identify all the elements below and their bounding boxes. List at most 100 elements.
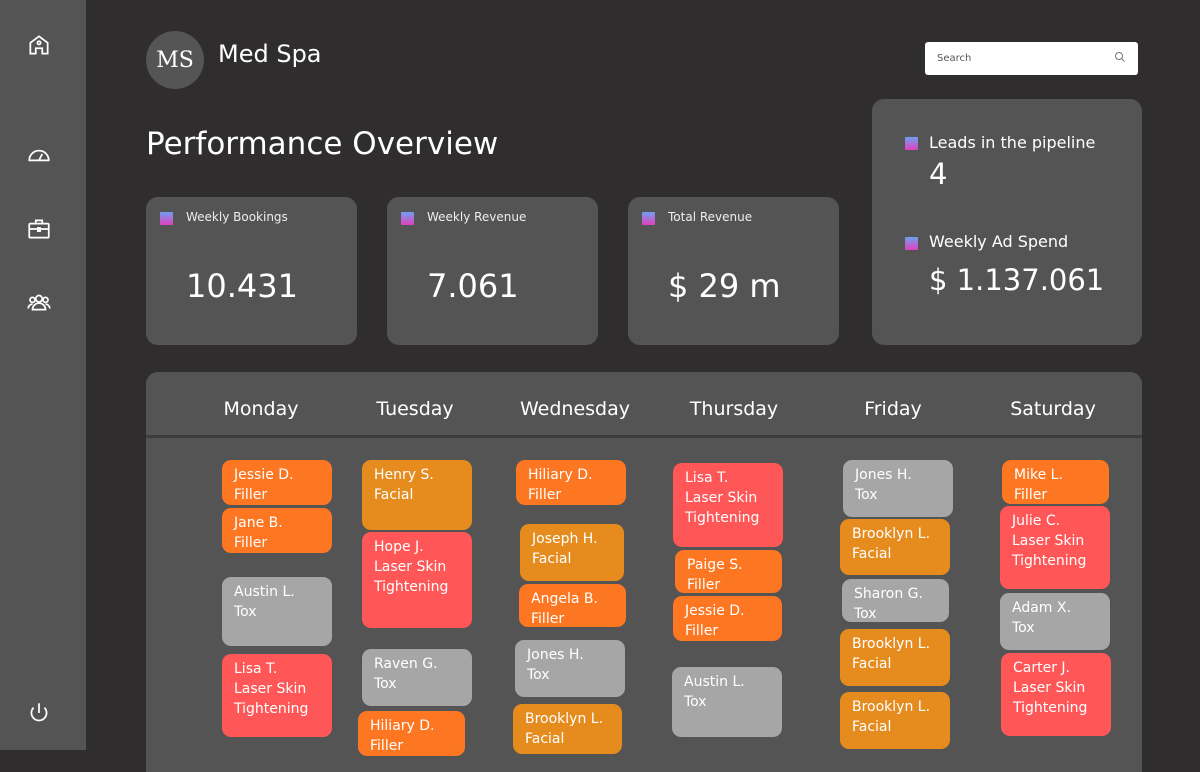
appointment-client: Jones H. [855,467,912,483]
gradient-square-icon [642,212,655,225]
appointment-card[interactable]: Raven G. Tox [362,649,472,706]
stat-value: 10.431 [186,267,298,305]
appointment-card[interactable]: Hiliary D. Filler [358,711,465,756]
stat-value: 7.061 [427,267,519,305]
appointment-card[interactable]: Paige S. Filler [675,550,782,593]
appointment-service: Tox [1012,620,1035,636]
briefcase-icon[interactable] [26,216,52,242]
appointment-client: Raven G. [374,656,438,672]
appointment-client: Hiliary D. [370,718,435,734]
appointment-card[interactable]: Mike L. Filler [1002,460,1109,504]
search-icon [1114,51,1126,66]
pipeline-card: Leads in the pipeline 4 Weekly Ad Spend … [872,99,1142,345]
home-icon[interactable] [26,32,52,58]
appointment-service: Filler [528,487,562,503]
appointment-service: Tox [684,694,707,710]
appointment-card[interactable]: Henry S. Facial [362,460,472,530]
appointment-service: Tox [854,606,877,622]
day-wednesday: Wednesday [519,398,631,420]
appointment-service: Facial [852,656,892,672]
stat-card-total-revenue: Total Revenue $ 29 m [628,197,839,345]
appointment-service: Laser Skin Tightening [374,559,449,595]
appointment-card[interactable]: Joseph H. Facial [520,524,624,581]
appointment-client: Hiliary D. [528,467,593,483]
appointment-service: Laser Skin Tightening [1013,680,1088,716]
appointment-service: Filler [687,577,721,593]
appointment-service: Facial [525,731,565,747]
appointment-client: Adam X. [1012,600,1071,616]
appointment-client: Jessie D. [234,467,294,483]
sidebar [0,0,86,750]
ad-spend-label: Weekly Ad Spend [929,232,1069,251]
appointment-service: Laser Skin Tightening [1012,533,1087,569]
appointment-client: Henry S. [374,467,434,483]
appointment-client: Brooklyn L. [852,636,931,652]
appointment-client: Brooklyn L. [525,711,604,727]
appointment-service: Filler [370,738,404,754]
appointment-card[interactable]: Jones H. Tox [843,460,953,517]
day-friday: Friday [864,398,922,420]
appointment-card[interactable]: Carter J. Laser Skin Tightening [1001,653,1111,736]
power-icon[interactable] [26,700,52,726]
appointment-card[interactable]: Angela B. Filler [519,584,626,627]
appointment-card[interactable]: Brooklyn L. Facial [840,692,950,749]
appointment-service: Laser Skin Tightening [234,681,309,717]
appointment-card[interactable]: Austin L. Tox [672,667,782,737]
appointment-service: Laser Skin Tightening [685,490,760,526]
appointment-client: Paige S. [687,557,743,573]
appointment-card[interactable]: Hope J. Laser Skin Tightening [362,532,472,628]
stat-value: $ 29 m [668,267,781,305]
appointment-service: Tox [527,667,550,683]
appointment-client: Jones H. [527,647,584,663]
appointment-client: Lisa T. [234,661,278,677]
appointment-card[interactable]: Jones H. Tox [515,640,625,697]
users-icon[interactable] [26,289,52,315]
appointment-card[interactable]: Brooklyn L. Facial [840,519,950,575]
appointment-client: Hope J. [374,539,424,555]
appointment-card[interactable]: Lisa T. Laser Skin Tightening [222,654,332,737]
appointment-card[interactable]: Brooklyn L. Facial [513,704,622,754]
appointment-card[interactable]: Adam X. Tox [1000,593,1110,650]
dashboard-gauge-icon[interactable] [26,142,52,168]
appointment-client: Joseph H. [532,531,598,547]
gradient-square-icon [905,137,918,150]
search-input[interactable]: Search [925,42,1138,75]
appointment-service: Facial [852,546,892,562]
stat-label: Weekly Revenue [427,210,527,224]
appointment-card[interactable]: Sharon G. Tox [842,579,949,622]
search-placeholder: Search [937,53,972,64]
appointment-card[interactable]: Jessie D. Filler [673,596,782,641]
schedule-header: Monday Tuesday Wednesday Thursday Friday… [146,372,1142,438]
stat-label: Total Revenue [668,210,753,224]
appointment-card[interactable]: Jane B. Filler [222,508,332,553]
appointment-service: Tox [855,487,878,503]
appointment-card[interactable]: Austin L. Tox [222,577,332,646]
appointment-service: Facial [852,719,892,735]
stat-card-weekly-bookings: Weekly Bookings 10.431 [146,197,357,345]
stat-card-weekly-revenue: Weekly Revenue 7.061 [387,197,598,345]
day-thursday: Thursday [689,398,779,420]
weekly-schedule: Monday Tuesday Wednesday Thursday Friday… [146,372,1142,772]
appointment-card[interactable]: Hiliary D. Filler [516,460,626,505]
appointment-client: Brooklyn L. [852,526,931,542]
appointment-client: Sharon G. [854,586,923,602]
appointment-service: Filler [234,487,268,503]
appointment-client: Angela B. [531,591,598,607]
appointment-service: Facial [532,551,572,567]
appointment-service: Filler [1014,487,1048,503]
gradient-square-icon [401,212,414,225]
appointment-service: Facial [374,487,414,503]
appointment-card[interactable]: Brooklyn L. Facial [840,629,950,686]
appointment-card[interactable]: Lisa T. Laser Skin Tightening [673,463,783,547]
appointment-client: Austin L. [684,674,745,690]
logo: MS [146,31,204,89]
appointment-card[interactable]: Julie C. Laser Skin Tightening [1000,506,1110,589]
appointment-client: Lisa T. [685,470,729,486]
appointment-service: Filler [234,535,268,551]
appointment-client: Austin L. [234,584,295,600]
ad-spend-value: $ 1.137.061 [929,263,1105,297]
appointment-card[interactable]: Jessie D. Filler [222,460,332,505]
gradient-square-icon [905,237,918,250]
gradient-square-icon [160,212,173,225]
stat-label: Weekly Bookings [186,210,288,224]
